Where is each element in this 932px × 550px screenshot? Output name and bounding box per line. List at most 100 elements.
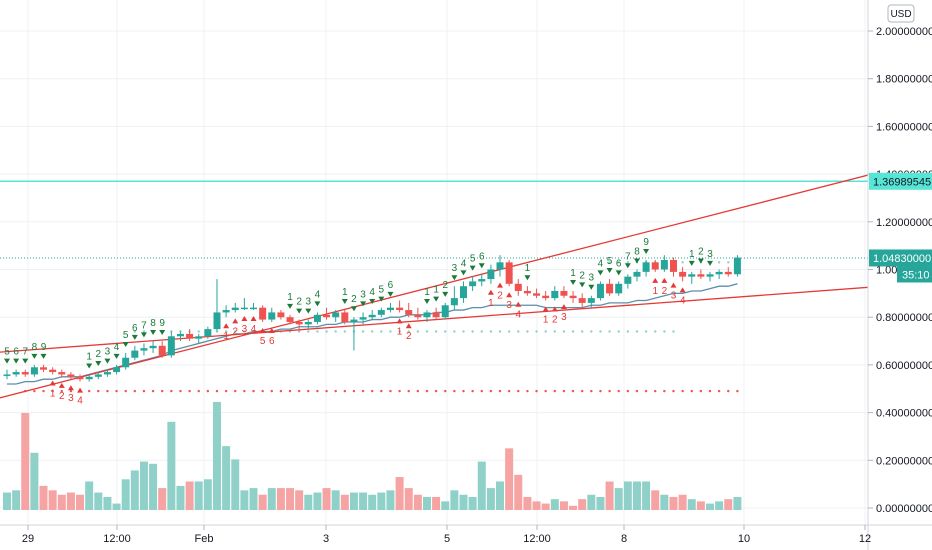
level-dot <box>544 389 547 393</box>
level-dot <box>380 330 383 333</box>
volume-bar <box>377 492 386 510</box>
time-tick-label: Feb <box>195 533 214 545</box>
countdown-text: 35:10 <box>902 269 930 281</box>
svg-text:1: 1 <box>689 249 695 260</box>
level-dot <box>69 389 73 393</box>
volume-bar <box>541 503 550 510</box>
sequence-mark-top: 3 <box>305 297 312 314</box>
sequence-mark-bottom: 3 <box>67 385 74 404</box>
volume-bar <box>733 496 742 510</box>
level-dot <box>161 389 164 393</box>
svg-text:3: 3 <box>242 324 248 335</box>
sequence-mark-top: 3 <box>707 249 713 266</box>
level-dot <box>297 330 301 333</box>
volume-bar <box>514 474 523 510</box>
level-dot <box>635 330 639 333</box>
candle <box>40 364 48 373</box>
level-dot <box>526 389 529 393</box>
volume-bar <box>212 401 221 510</box>
candle <box>706 271 714 282</box>
level-dot <box>316 389 319 393</box>
sequence-mark-top: 1 <box>86 351 92 369</box>
level-dot <box>371 330 374 333</box>
candle <box>140 343 148 356</box>
svg-text:3: 3 <box>360 289 366 300</box>
sequence-mark-bottom: 1 <box>542 306 549 326</box>
sequence-mark-bottom: 3 <box>506 292 512 311</box>
level-dot <box>681 261 684 264</box>
level-dot <box>334 330 337 333</box>
level-dot <box>498 389 502 393</box>
sequence-mark-top: 6 <box>478 251 485 269</box>
sequence-mark-top: 4 <box>369 287 375 305</box>
sequence-mark-bottom: 1 <box>652 277 658 297</box>
volume-bar <box>422 496 431 510</box>
volume-bar <box>331 490 340 510</box>
level-dot <box>727 389 730 393</box>
volume-bar <box>632 481 641 510</box>
sequence-mark-top: 3 <box>104 347 111 364</box>
svg-text:5: 5 <box>123 330 129 341</box>
level-dot <box>206 389 210 393</box>
level-dot <box>316 330 319 333</box>
sequence-mark-top: 4 <box>597 258 604 276</box>
level-dot <box>498 330 502 333</box>
volume-bar <box>149 463 158 510</box>
price-tick-label: 2.00000000 <box>876 26 932 38</box>
level-dot <box>33 389 36 393</box>
volume-bar <box>578 499 587 510</box>
sequence-mark-top: 1 <box>688 249 695 266</box>
svg-text:9: 9 <box>41 342 47 353</box>
level-dot <box>133 389 137 393</box>
svg-text:1: 1 <box>570 268 576 279</box>
time-tick-label: 10 <box>738 533 750 545</box>
candle <box>85 374 93 382</box>
sequence-mark-top: 2 <box>579 270 585 288</box>
trendline[interactable] <box>0 277 932 353</box>
sequence-mark-bottom: 6 <box>268 327 275 347</box>
svg-text:6: 6 <box>13 347 19 358</box>
level-dot <box>626 261 630 264</box>
candle <box>660 255 668 272</box>
svg-text:2: 2 <box>698 247 704 258</box>
candle <box>469 276 477 291</box>
sequence-mark-bottom: 1 <box>49 380 56 399</box>
level-dot <box>343 389 347 393</box>
svg-text:2: 2 <box>351 294 357 305</box>
sequence-mark-top: 9 <box>40 342 47 359</box>
level-dot <box>480 330 483 333</box>
candlesticks <box>3 255 741 382</box>
currency-button[interactable]: USD <box>887 4 915 23</box>
candle <box>149 341 157 353</box>
candle <box>67 372 75 380</box>
volume-bar <box>569 505 578 510</box>
candle <box>624 274 632 289</box>
svg-text:6: 6 <box>479 251 485 262</box>
level-dot <box>398 330 401 333</box>
svg-text:6: 6 <box>269 336 275 347</box>
volume-bar <box>222 446 231 510</box>
svg-text:1: 1 <box>342 287 348 298</box>
candle <box>478 274 486 287</box>
sequence-mark-top: 5 <box>469 254 476 271</box>
volume-bar <box>550 499 559 510</box>
sequence-mark-top: 4 <box>113 342 120 359</box>
level-dot <box>307 389 310 393</box>
sequence-mark-bottom: 4 <box>250 316 257 335</box>
candle <box>615 281 623 296</box>
level-dot <box>297 389 301 393</box>
volume-bars <box>3 401 742 510</box>
candle <box>514 279 522 296</box>
time-tick-label: 12:00 <box>523 533 551 545</box>
sequence-mark-top: 1 <box>524 263 531 281</box>
level-dot <box>544 330 547 333</box>
level-dot <box>535 330 538 333</box>
level-dot <box>343 330 347 333</box>
sequence-mark-top: 7 <box>140 320 147 338</box>
volume-bar <box>660 494 669 510</box>
volume-bar <box>231 459 240 510</box>
last-price-text: 1.04830000 <box>873 253 931 265</box>
volume-bar <box>48 490 57 510</box>
level-dot <box>672 330 675 333</box>
